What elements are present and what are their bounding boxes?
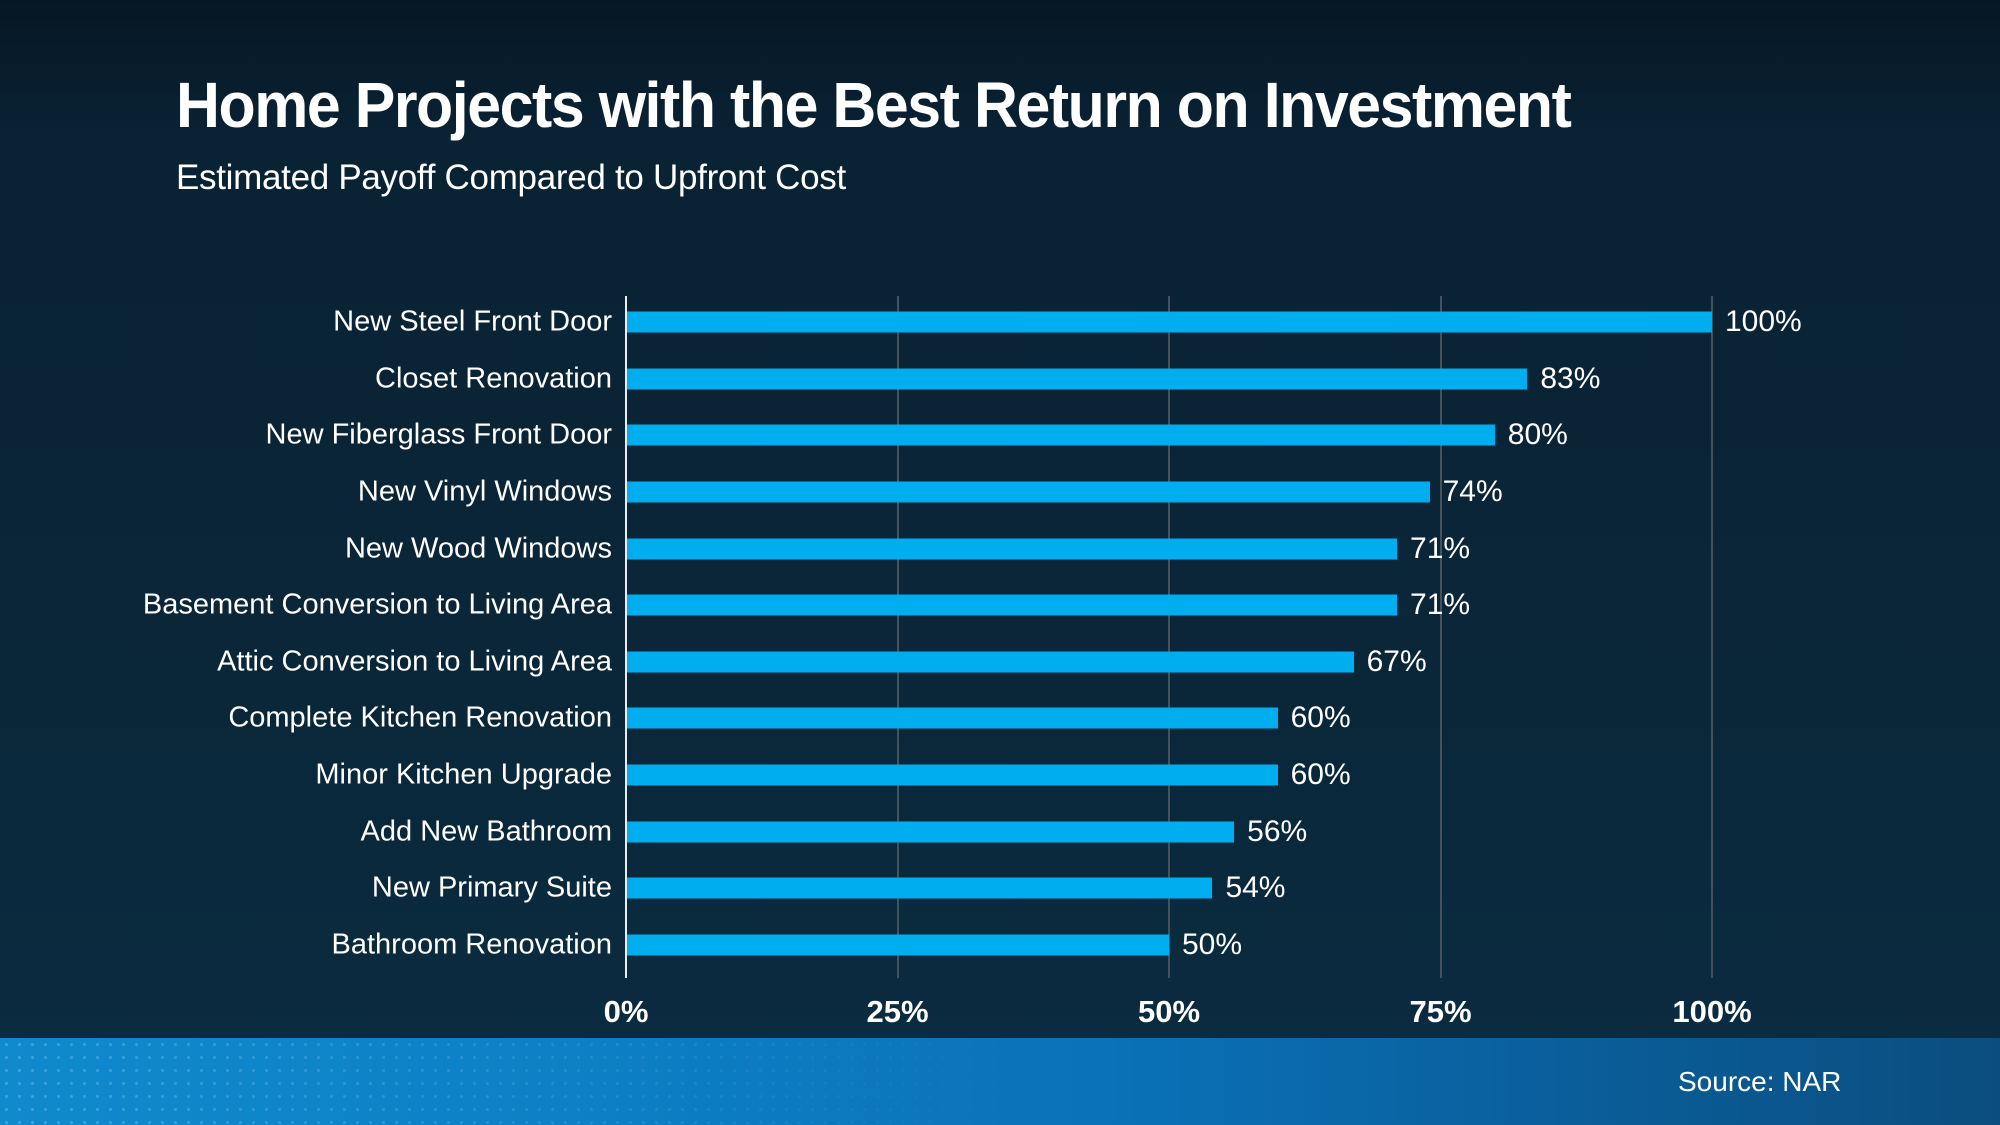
chart-row: New Vinyl Windows 74% <box>0 464 2000 521</box>
chart-row: Closet Renovation 83% <box>0 351 2000 408</box>
gridline <box>1168 296 1170 978</box>
gridline <box>1439 296 1442 978</box>
bar <box>626 481 1430 503</box>
value-label: 83% <box>1540 361 1601 395</box>
chart-row: Add New Bathroom 56% <box>0 803 2000 860</box>
gridline <box>896 296 899 978</box>
value-label: 71% <box>1410 531 1471 565</box>
bar <box>626 821 1235 843</box>
category-label: New Wood Windows <box>344 532 612 565</box>
category-label: Complete Kitchen Renovation <box>228 701 612 734</box>
value-label: 71% <box>1410 588 1471 622</box>
category-label: Closet Renovation <box>375 362 612 395</box>
x-axis-tick-label: 50% <box>1137 994 1201 1029</box>
chart-row: Bathroom Renovation 50% <box>0 917 2000 974</box>
bar <box>626 424 1495 446</box>
bar <box>626 877 1213 899</box>
bar <box>626 594 1398 616</box>
bar <box>626 651 1354 673</box>
bar <box>626 934 1169 956</box>
chart-row: New Wood Windows 71% <box>0 520 2000 577</box>
bar <box>626 538 1398 560</box>
chart-row: Minor Kitchen Upgrade 60% <box>0 747 2000 804</box>
value-label: 60% <box>1290 758 1351 792</box>
value-label: 80% <box>1507 418 1568 452</box>
value-label: 56% <box>1247 814 1308 848</box>
value-label: 50% <box>1182 927 1243 961</box>
category-label: New Fiberglass Front Door <box>265 418 613 451</box>
chart-row: New Steel Front Door 100% <box>0 294 2000 351</box>
chart-row: New Fiberglass Front Door 80% <box>0 407 2000 464</box>
bar <box>626 311 1712 333</box>
chart-row: New Primary Suite 54% <box>0 860 2000 917</box>
bar <box>626 764 1278 786</box>
x-axis-tick-label: 100% <box>1672 994 1752 1029</box>
chart-row: Complete Kitchen Renovation 60% <box>0 690 2000 747</box>
source-text: Source: NAR <box>1678 1065 1842 1097</box>
x-axis-tick-label: 25% <box>866 994 929 1029</box>
value-label: 60% <box>1290 701 1351 735</box>
page-subtitle: Estimated Payoff Compared to Upfront Cos… <box>176 158 846 197</box>
value-label: 74% <box>1442 475 1503 509</box>
value-label: 54% <box>1225 871 1286 905</box>
category-label: Add New Bathroom <box>360 815 612 848</box>
gridline <box>1711 296 1713 978</box>
bar <box>626 707 1278 729</box>
category-label: Basement Conversion to Living Area <box>142 588 612 621</box>
footer-dot-texture <box>0 1038 1040 1125</box>
category-label: New Vinyl Windows <box>357 475 612 508</box>
x-axis-tick-label: 0% <box>603 994 649 1029</box>
value-label: 100% <box>1725 305 1802 339</box>
footer-band: Source: NAR <box>0 1038 2000 1125</box>
category-label: Attic Conversion to Living Area <box>217 645 612 678</box>
category-label: Minor Kitchen Upgrade <box>315 758 612 791</box>
bar <box>626 368 1528 390</box>
bar-chart: New Steel Front Door 100% Closet Renovat… <box>0 294 2000 1029</box>
value-label: 67% <box>1366 644 1427 678</box>
category-label: Bathroom Renovation <box>331 928 613 961</box>
category-label: New Primary Suite <box>371 871 612 904</box>
x-axis-tick-label: 75% <box>1409 994 1472 1029</box>
chart-row: Attic Conversion to Living Area 67% <box>0 634 2000 691</box>
page-title: Home Projects with the Best Return on In… <box>176 69 1572 141</box>
chart-row: Basement Conversion to Living Area 71% <box>0 577 2000 634</box>
bar-rows: New Steel Front Door 100% Closet Renovat… <box>0 294 2000 973</box>
category-label: New Steel Front Door <box>333 305 612 338</box>
axis-line <box>625 296 627 978</box>
